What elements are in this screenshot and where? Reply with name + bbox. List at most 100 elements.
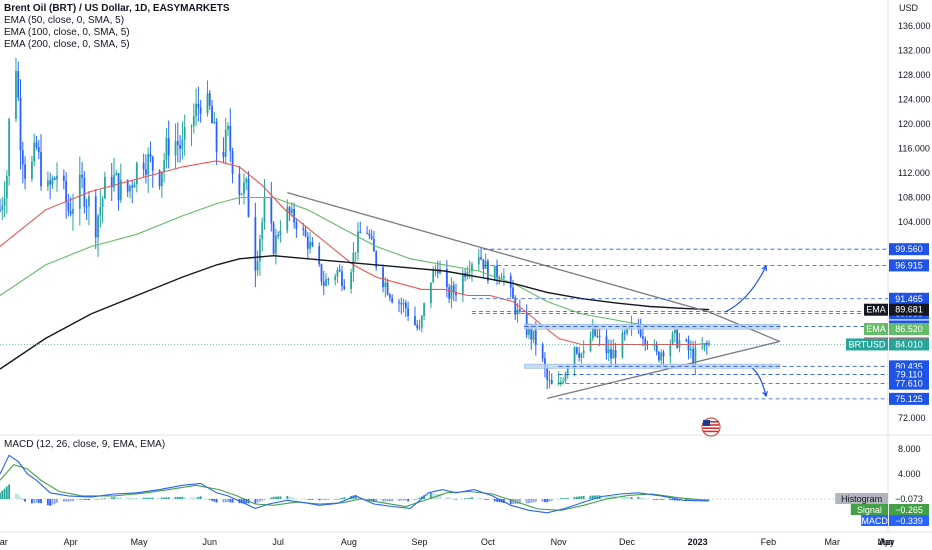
candle-body — [35, 142, 38, 148]
candle-body — [279, 230, 282, 236]
candle — [215, 118, 218, 165]
histogram-bar — [589, 495, 592, 499]
candle — [145, 154, 147, 184]
histogram-bar — [366, 499, 368, 500]
histogram-bar — [689, 499, 692, 501]
candle — [286, 199, 289, 234]
candle — [62, 169, 65, 190]
candle — [151, 155, 154, 188]
price-label: 96.915 — [889, 259, 929, 272]
histogram-bar — [566, 497, 569, 499]
candle — [21, 141, 24, 184]
candle — [163, 152, 166, 183]
badge-name: EMA — [866, 305, 886, 315]
candle — [325, 273, 327, 287]
candle-body — [101, 198, 104, 208]
badge-value-bg — [889, 504, 929, 515]
candle — [240, 193, 243, 196]
badge-value: −0.339 — [895, 516, 923, 526]
candle — [147, 147, 150, 193]
ema-100-legend[interactable]: EMA (100, close, 0, SMA, 5) — [4, 27, 130, 38]
candle — [550, 373, 553, 385]
candle-body — [295, 222, 298, 229]
candle-body — [452, 285, 455, 293]
price-label-text: 80.435 — [895, 361, 923, 371]
candle-body — [336, 269, 339, 277]
ema-200-legend[interactable]: EMA (200, close, 0, SMA, 5) — [4, 39, 130, 50]
candle-body — [272, 223, 275, 254]
candle-body — [119, 180, 122, 201]
histogram-bar — [596, 495, 599, 499]
candle-body — [354, 252, 357, 254]
histogram-bar — [286, 495, 289, 499]
price-tick-label: 132.000 — [898, 46, 931, 56]
us-flag-icon — [701, 417, 721, 437]
time-tick-label: Dec — [619, 537, 636, 547]
candle — [261, 217, 264, 252]
candle-body — [56, 175, 58, 180]
histogram-bar — [197, 496, 200, 499]
candle-body — [179, 144, 182, 149]
price-label-text: 91.465 — [895, 294, 923, 304]
price-label-bg — [889, 368, 929, 381]
candle — [487, 258, 489, 284]
histogram-bar — [224, 499, 227, 503]
histogram-bar — [213, 499, 216, 502]
candle-body — [502, 276, 505, 279]
candle-body — [455, 292, 457, 296]
histogram-bar — [254, 499, 257, 504]
candle — [17, 61, 20, 102]
histogram-bar — [17, 494, 20, 499]
candle — [400, 297, 403, 315]
candle-body — [15, 71, 17, 120]
histogram-bar — [5, 486, 8, 499]
macd-legend[interactable]: MACD (12, 26, close, 9, EMA, EMA) — [4, 439, 166, 450]
histogram-bar — [3, 488, 6, 499]
candle-body — [46, 180, 49, 187]
badge-value: −0.265 — [895, 505, 923, 515]
candle-body — [190, 125, 193, 128]
price-label: 99.560 — [889, 243, 929, 256]
candle — [65, 172, 68, 219]
candle — [391, 294, 394, 304]
candle-body — [678, 340, 681, 348]
candle-body — [658, 352, 660, 361]
histogram-bar — [482, 498, 485, 500]
candle — [514, 295, 517, 320]
histogram-bar — [493, 499, 496, 502]
price-label: 77.610 — [889, 377, 929, 390]
candle-body — [557, 382, 560, 385]
histogram-bar — [578, 496, 581, 499]
candle — [318, 242, 321, 267]
histogram-bar — [528, 499, 530, 504]
candle — [227, 122, 229, 137]
candle — [350, 268, 353, 294]
candle-body — [110, 176, 113, 188]
candle — [165, 127, 168, 169]
candle — [343, 279, 346, 291]
candle — [40, 134, 42, 191]
candle — [642, 327, 644, 347]
candle — [290, 202, 293, 217]
candle — [548, 370, 551, 389]
projection-arrows — [724, 264, 768, 398]
histogram-bar — [97, 499, 99, 500]
histogram-bar — [174, 497, 177, 499]
candle-body — [320, 264, 323, 282]
histogram-bar — [575, 496, 578, 499]
histogram-bar — [183, 496, 186, 499]
candle — [8, 117, 11, 186]
ema-50-legend[interactable]: EMA (50, close, 0, SMA, 5) — [4, 15, 125, 26]
candle-body — [322, 281, 325, 286]
histogram-bar — [256, 499, 259, 503]
candle-body — [245, 178, 248, 183]
histogram-bar — [277, 496, 280, 499]
candle-body — [195, 103, 197, 117]
histogram-bar — [407, 499, 410, 502]
histogram-bar — [530, 499, 533, 503]
histogram-bar — [35, 499, 38, 503]
histogram-bar — [662, 499, 665, 500]
candle-body — [407, 308, 410, 317]
histogram-bar — [215, 499, 218, 503]
